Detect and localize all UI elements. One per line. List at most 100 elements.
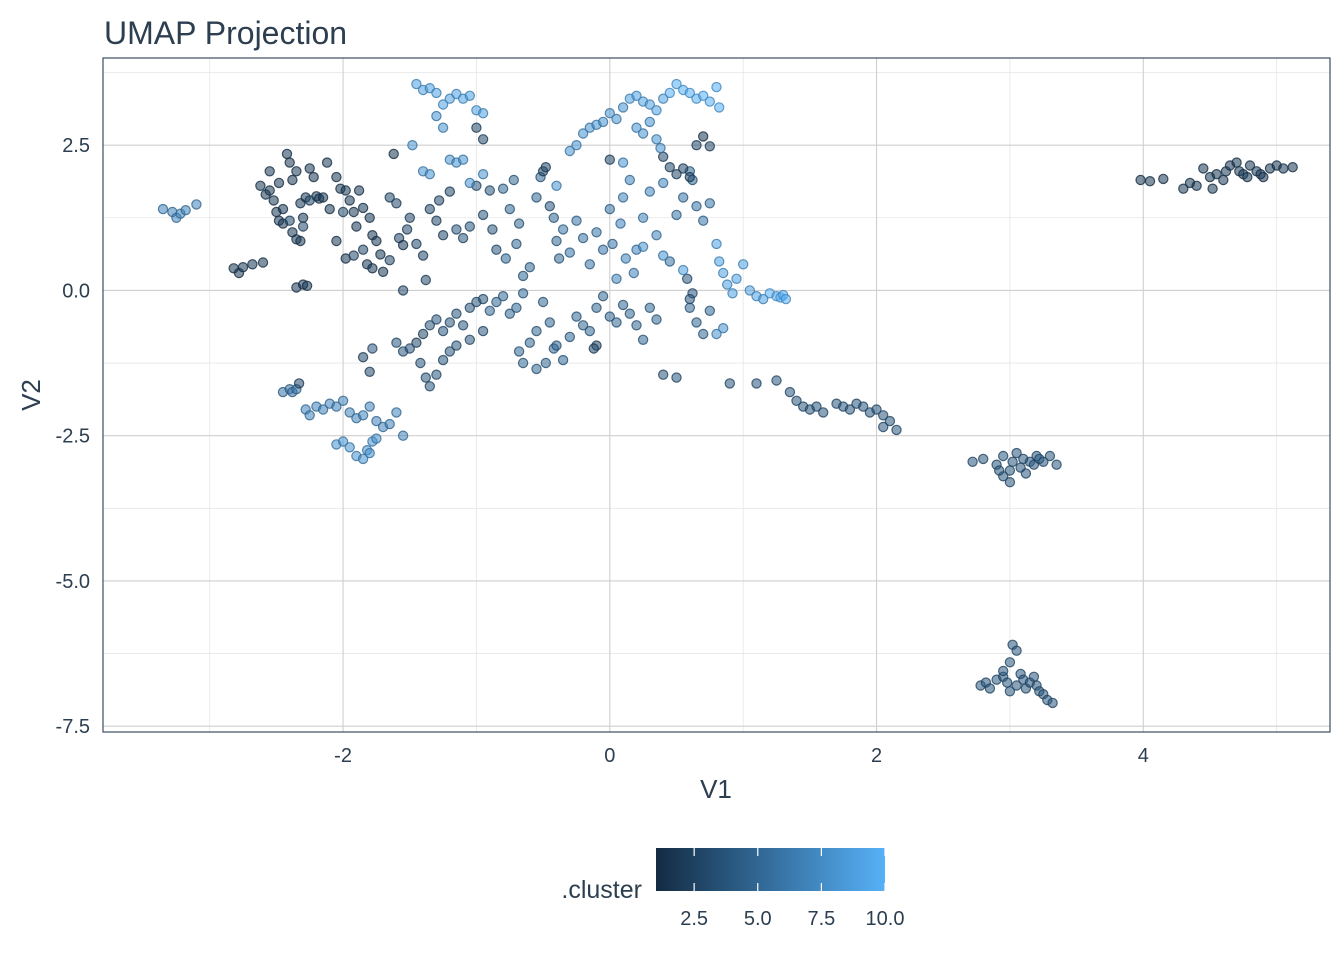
- data-point: [637, 241, 649, 252]
- data-point: [357, 244, 369, 255]
- data-point: [624, 308, 636, 319]
- data-points: [157, 78, 1298, 709]
- data-point: [1242, 171, 1253, 183]
- data-point: [698, 215, 709, 226]
- data-point: [437, 354, 449, 366]
- data-point: [391, 198, 402, 209]
- data-point: [551, 235, 562, 247]
- data-point: [611, 317, 622, 328]
- data-point: [655, 142, 666, 154]
- data-point: [617, 157, 629, 168]
- data-point: [353, 185, 365, 196]
- legend-tick-label: 5.0: [744, 908, 772, 930]
- data-point: [273, 177, 285, 189]
- data-point: [658, 93, 669, 104]
- data-point: [344, 442, 355, 453]
- data-point: [477, 209, 489, 221]
- data-point: [457, 320, 469, 331]
- y-tick-label: 2.5: [62, 135, 90, 157]
- data-point: [344, 195, 355, 206]
- data-point: [364, 447, 375, 459]
- data-point: [678, 163, 689, 174]
- data-point: [357, 202, 369, 214]
- data-point: [724, 378, 736, 389]
- data-point: [858, 401, 869, 412]
- data-point: [331, 171, 342, 183]
- data-point: [1038, 456, 1049, 467]
- data-point: [551, 340, 562, 351]
- data-point: [337, 436, 349, 447]
- data-point: [597, 116, 609, 128]
- chart-title: UMAP Projection: [104, 15, 347, 51]
- y-tick-label: -5.0: [56, 571, 90, 593]
- data-point: [487, 224, 498, 235]
- data-point: [417, 328, 429, 340]
- data-point: [451, 340, 462, 351]
- data-point: [407, 139, 418, 151]
- data-point: [784, 386, 796, 398]
- data-point: [1178, 183, 1189, 194]
- data-point: [255, 180, 266, 191]
- data-point: [291, 166, 302, 177]
- data-point: [551, 180, 562, 191]
- data-point: [698, 328, 709, 340]
- data-point: [367, 263, 378, 274]
- data-point: [651, 229, 662, 241]
- data-point: [771, 375, 782, 386]
- data-point: [491, 296, 502, 308]
- data-point: [658, 151, 669, 162]
- legend-tick-label: 10.0: [866, 908, 905, 930]
- data-point: [477, 134, 489, 145]
- data-point: [1258, 171, 1269, 183]
- data-point: [684, 302, 696, 313]
- data-point: [577, 128, 589, 139]
- data-point: [497, 291, 509, 302]
- data-point: [704, 96, 716, 107]
- data-point: [524, 262, 536, 273]
- data-point: [704, 141, 716, 152]
- data-point: [671, 168, 682, 180]
- data-point: [517, 288, 529, 299]
- data-point: [420, 274, 431, 286]
- data-point: [364, 401, 375, 412]
- legend-title: .cluster: [561, 876, 642, 904]
- data-point: [331, 401, 342, 412]
- data-point: [1020, 468, 1032, 479]
- legend-tick-label: 7.5: [807, 908, 835, 930]
- data-point: [264, 185, 275, 196]
- data-point: [191, 199, 202, 210]
- data-point: [704, 305, 716, 316]
- data-point: [301, 280, 313, 291]
- data-point: [691, 317, 702, 328]
- data-point: [684, 171, 696, 183]
- data-point: [780, 293, 792, 305]
- data-point: [564, 145, 576, 157]
- data-point: [818, 407, 829, 418]
- data-point: [431, 369, 442, 380]
- data-point: [500, 253, 511, 264]
- data-point: [157, 203, 169, 215]
- data-point: [564, 247, 576, 258]
- data-point: [891, 424, 902, 436]
- data-point: [615, 218, 626, 229]
- data-point: [664, 87, 676, 99]
- data-point: [477, 293, 489, 305]
- data-point: [513, 218, 525, 229]
- data-point: [698, 131, 709, 142]
- data-point: [571, 215, 582, 226]
- data-point: [1218, 174, 1229, 186]
- data-point: [1002, 677, 1013, 688]
- data-point: [637, 128, 649, 139]
- data-point: [597, 291, 609, 302]
- data-point: [537, 296, 549, 308]
- data-point: [497, 183, 509, 194]
- data-point: [644, 99, 656, 110]
- data-point: [631, 122, 642, 133]
- data-point: [324, 203, 335, 215]
- data-point: [658, 369, 669, 380]
- data-point: [340, 185, 351, 196]
- data-point: [671, 78, 682, 90]
- data-point: [433, 195, 445, 206]
- data-point: [357, 453, 369, 465]
- data-point: [604, 154, 616, 165]
